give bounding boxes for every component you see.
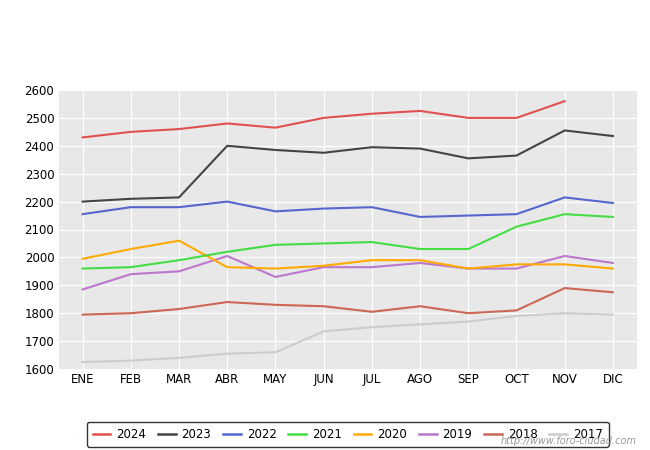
Text: http://www.foro-ciudad.com: http://www.foro-ciudad.com: [501, 436, 637, 446]
Text: Afiliados en Aldeamayor de San Martín a 30/11/2024: Afiliados en Aldeamayor de San Martín a …: [106, 13, 544, 32]
Legend: 2024, 2023, 2022, 2021, 2020, 2019, 2018, 2017: 2024, 2023, 2022, 2021, 2020, 2019, 2018…: [86, 422, 609, 447]
